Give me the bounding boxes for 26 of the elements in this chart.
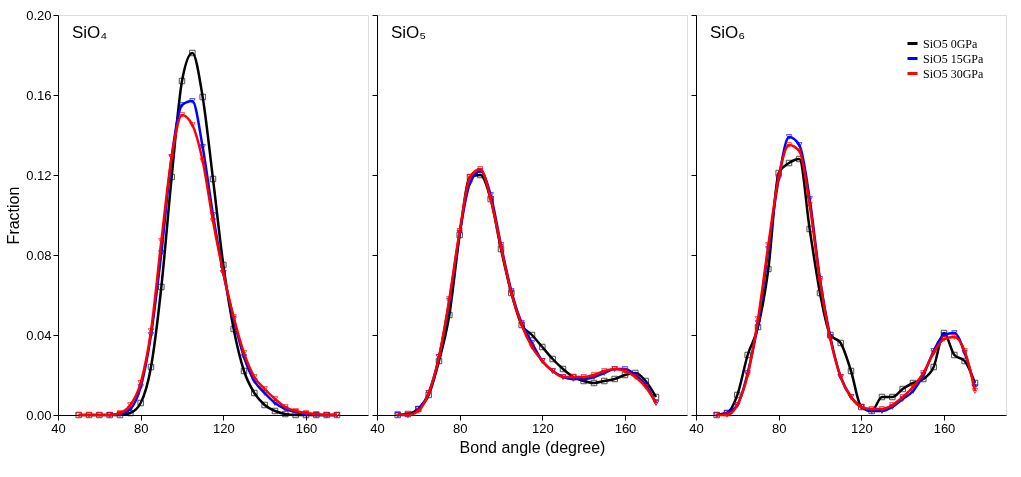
legend-label: SiO5 30GPa	[923, 66, 985, 81]
x-tick-label: 40	[689, 420, 704, 436]
legend-label: SiO5 15GPa	[923, 51, 985, 66]
y-tick-label: 0.12	[26, 167, 52, 183]
x-tick-label: 80	[133, 420, 149, 436]
legend-label: SiO5 0GPa	[923, 36, 979, 51]
chart-title: SiO₆	[710, 23, 746, 42]
x-tick-label: 120	[850, 420, 873, 436]
y-tick-label: 0.16	[26, 87, 52, 103]
x-tick-label: 40	[370, 420, 385, 436]
x-tick-label: 160	[614, 420, 637, 436]
y-tick-label: 0.20	[26, 7, 52, 23]
x-tick-label: 160	[933, 420, 956, 436]
chart-title: SiO₅	[391, 23, 427, 42]
y-tick-label: 0.04	[26, 327, 52, 343]
x-tick-label: 120	[212, 420, 235, 436]
x-axis-title: Bond angle (degree)	[459, 438, 606, 456]
chart-title: SiO₄	[72, 23, 108, 42]
y-tick-label: 0.00	[26, 407, 52, 423]
x-tick-label: 160	[295, 420, 318, 436]
x-tick-label: 80	[452, 420, 468, 436]
y-tick-label: 0.08	[26, 247, 52, 263]
x-tick-label: 40	[51, 420, 66, 436]
x-tick-label: 120	[531, 420, 554, 436]
x-tick-label: 80	[771, 420, 787, 436]
y-axis-title: Fraction	[5, 186, 23, 245]
